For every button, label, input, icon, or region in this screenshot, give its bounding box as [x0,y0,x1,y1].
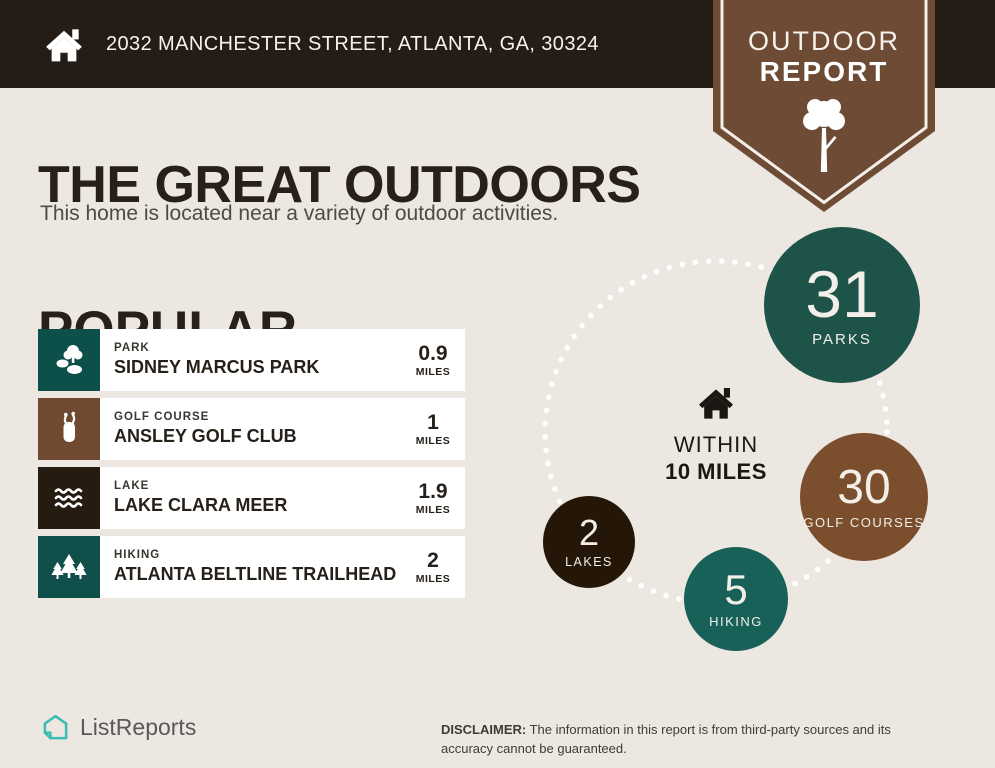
distance-value: 2 [427,549,439,572]
property-address: 2032 MANCHESTER STREET, ATLANTA, GA, 303… [106,32,599,55]
radius-center: WITHIN 10 MILES [636,381,796,485]
item-distance: 2 MILES [401,536,465,598]
list-item-text: PARK SIDNEY MARCUS PARK [100,329,401,391]
home-icon [46,29,82,62]
hiking-pines-icon [38,536,100,598]
lakes-count-bubble: 2 LAKES [543,496,635,588]
item-name: LAKE CLARA MEER [114,495,288,515]
radius-diagram: 31 PARKS 30 GOLF COURSES 5 HIKING 2 LAKE… [500,225,995,668]
tree-icon [803,99,845,172]
item-category: HIKING [114,549,161,561]
disclaimer-label: DISCLAIMER: [441,722,527,737]
radius-distance-label: 10 MILES [665,459,767,484]
item-category: LAKE [114,480,150,492]
distance-unit: MILES [415,504,451,516]
item-name: ATLANTA BELTLINE TRAILHEAD [114,564,397,584]
park-trees-icon [38,329,100,391]
list-item-lake: LAKE LAKE CLARA MEER 1.9 MILES [38,467,465,529]
distance-value: 1.9 [418,480,448,503]
lakes-count: 2 [578,511,600,553]
item-distance: 1 MILES [401,398,465,460]
item-name: SIDNEY MARCUS PARK [114,357,320,377]
golf-courses-count-bubble: 30 GOLF COURSES [800,433,928,561]
parks-label: PARKS [812,331,872,349]
hiking-count-bubble: 5 HIKING [684,547,788,651]
list-item-text: LAKE LAKE CLARA MEER [100,467,401,529]
list-item-text: GOLF COURSE ANSLEY GOLF CLUB [100,398,401,460]
badge-title-line2: REPORT [759,56,889,87]
page-subtitle: This home is located near a variety of o… [40,202,559,225]
list-item-golf: GOLF COURSE ANSLEY GOLF CLUB 1 MILES [38,398,465,460]
item-name: ANSLEY GOLF CLUB [114,426,297,446]
listreports-house-icon [43,714,68,740]
item-category: PARK [114,342,150,354]
badge-title-line1: OUTDOOR [748,26,900,56]
listreports-logo: ListReports [40,712,196,743]
golf-bag-icon [38,398,100,460]
distance-value: 0.9 [418,342,448,365]
parks-count: 31 [805,257,879,332]
distance-unit: MILES [415,366,451,378]
home-icon [698,388,734,419]
list-item-text: HIKING ATLANTA BELTLINE TRAILHEAD [100,536,401,598]
item-category: GOLF COURSE [114,411,210,423]
within-label: WITHIN [673,432,759,457]
brand-name: ListReports [80,714,197,740]
parks-count-bubble: 31 PARKS [764,227,920,383]
list-item-hiking: HIKING ATLANTA BELTLINE TRAILHEAD 2 MILE… [38,536,465,598]
popular-list: PARK SIDNEY MARCUS PARK 0.9 MILES [38,329,465,605]
disclaimer-text: The information in this report is from t… [441,722,891,756]
item-distance: 1.9 MILES [401,467,465,529]
distance-unit: MILES [415,435,451,447]
disclaimer: DISCLAIMER: The information in this repo… [441,721,946,759]
hiking-count: 5 [724,565,748,613]
outdoor-report-badge: OUTDOOR REPORT [713,0,935,215]
list-item-park: PARK SIDNEY MARCUS PARK 0.9 MILES [38,329,465,391]
golf-courses-label: GOLF COURSES [803,514,925,530]
page-title: THE GREAT OUTDOORS [38,155,641,214]
lake-waves-icon [38,467,100,529]
distance-value: 1 [427,411,439,434]
item-distance: 0.9 MILES [401,329,465,391]
lakes-label: LAKES [565,554,613,569]
golf-courses-count: 30 [837,460,891,514]
hiking-label: HIKING [709,613,763,629]
distance-unit: MILES [415,573,451,585]
